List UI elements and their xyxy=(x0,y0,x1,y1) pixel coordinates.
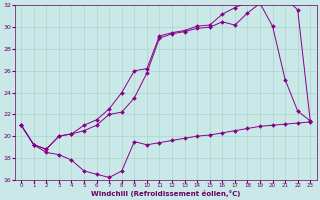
X-axis label: Windchill (Refroidissement éolien,°C): Windchill (Refroidissement éolien,°C) xyxy=(91,190,240,197)
